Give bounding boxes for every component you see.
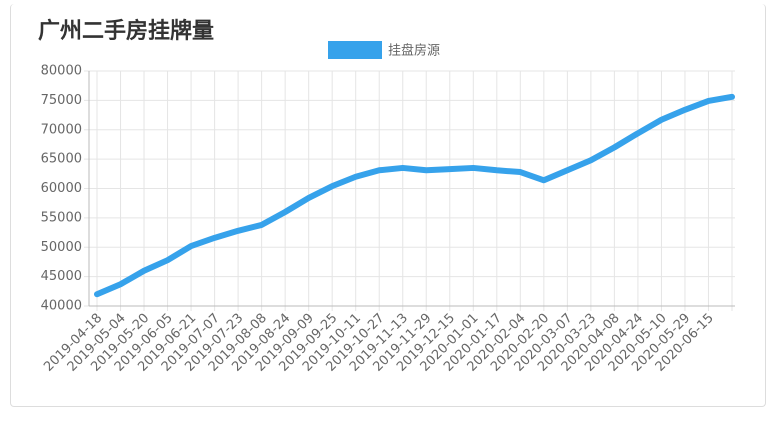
- y-tick-label: 75000: [41, 93, 82, 108]
- y-tick-label: 40000: [41, 299, 82, 314]
- y-tick-label: 60000: [41, 181, 82, 196]
- y-tick-label: 45000: [41, 269, 82, 284]
- chart-title: 广州二手房挂牌量: [38, 18, 214, 44]
- y-tick-label: 80000: [41, 64, 82, 79]
- legend-label: 挂盘房源: [388, 43, 440, 59]
- line: [94, 93, 735, 298]
- legend-swatch: [328, 41, 382, 59]
- card: [10, 4, 766, 407]
- y-tick-label: 65000: [41, 152, 82, 167]
- y-tick-label: 70000: [41, 122, 82, 137]
- y-tick-label: 50000: [41, 240, 82, 255]
- y-tick-label: 55000: [41, 210, 82, 225]
